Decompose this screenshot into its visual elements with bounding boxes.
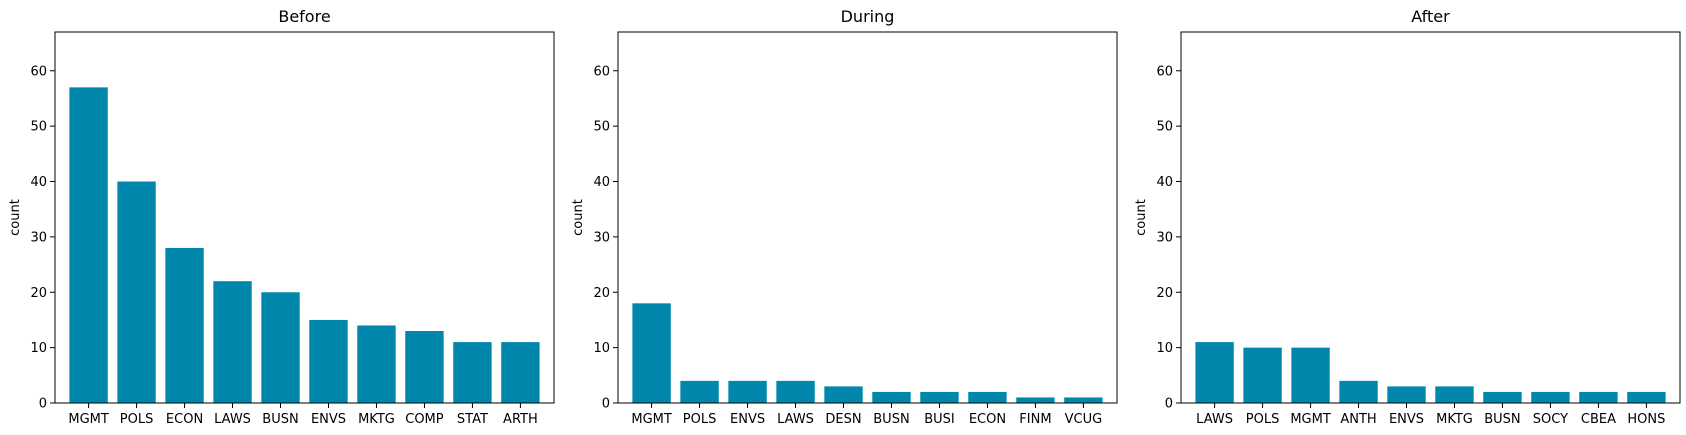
bar [357, 325, 396, 403]
y-tick-label: 50 [30, 120, 47, 135]
x-tick-label: LAWS [1196, 412, 1233, 427]
y-tick-label: 10 [1156, 341, 1173, 356]
x-tick-label: VCUG [1065, 412, 1103, 427]
bar [501, 342, 540, 403]
y-tick-label: 20 [1156, 286, 1173, 301]
y-tick-label: 0 [602, 397, 610, 412]
axes-frame [617, 31, 1118, 404]
x-tick-label: ENVS [1389, 412, 1424, 427]
chart-panel-2: During MGMT POLS ENVS LAWS DESN BUSN BUSI ECON FI… [571, 7, 1118, 427]
bar [1195, 342, 1234, 403]
axes-frame [1180, 31, 1681, 404]
y-tick-label: 30 [1156, 230, 1173, 245]
y-tick-label: 60 [30, 64, 47, 79]
bar [1291, 347, 1330, 403]
y-tick-label: 50 [1156, 120, 1173, 135]
bar [968, 391, 1007, 403]
bar [680, 380, 719, 403]
bar [1579, 391, 1618, 403]
bar [69, 87, 108, 404]
x-tick-label: POLS [683, 412, 717, 427]
x-tick-label: MGMT [631, 412, 672, 427]
y-tick-label: 40 [1156, 175, 1173, 190]
x-tick-label: MGMT [68, 412, 109, 427]
bar [453, 342, 492, 403]
bar [1483, 391, 1522, 403]
y-tick-label: 30 [593, 230, 610, 245]
y-tick-label: 0 [39, 397, 47, 412]
bar [1016, 397, 1055, 403]
x-tick-label: HONS [1627, 412, 1665, 427]
x-tick-label: ARTH [503, 412, 538, 427]
x-tick-label: FINM [1019, 412, 1051, 427]
bar [632, 303, 671, 403]
x-tick-label: LAWS [214, 412, 251, 427]
bar [824, 386, 863, 403]
x-tick-label: LAWS [777, 412, 814, 427]
x-tick-label: BUSI [924, 412, 955, 427]
bar [213, 281, 252, 403]
x-tick-label: MKTG [1436, 412, 1473, 427]
x-tick-label: ENVS [311, 412, 346, 427]
chart-title: After [1411, 7, 1450, 26]
chart-title: During [841, 7, 895, 26]
bar [117, 181, 156, 403]
y-tick-label: 40 [30, 175, 47, 190]
x-tick-label: POLS [120, 412, 154, 427]
bar [261, 292, 300, 403]
y-tick-label: 40 [593, 175, 610, 190]
y-axis-label: count [1134, 199, 1149, 236]
bar [1435, 386, 1474, 403]
x-tick-label: MKTG [358, 412, 395, 427]
bar [1627, 391, 1666, 403]
y-tick-label: 0 [1165, 397, 1173, 412]
bar [1387, 386, 1426, 403]
bar [776, 380, 815, 403]
x-tick-label: BUSN [1484, 412, 1520, 427]
x-tick-label: SOCY [1533, 412, 1568, 427]
y-tick-label: 20 [30, 286, 47, 301]
y-tick-label: 30 [30, 230, 47, 245]
y-tick-label: 50 [593, 120, 610, 135]
x-tick-label: ANTH [1340, 412, 1376, 427]
bar [1531, 391, 1570, 403]
chart-panel-1: Before MGMT POLS ECON LAWS BUSN ENVS MKTG COMP ST… [8, 7, 555, 427]
bar [1064, 397, 1103, 403]
chart-panel-3: After LAWS POLS MGMT ANTH ENVS MKTG BUSN SOCY CBE… [1134, 7, 1681, 427]
x-tick-label: POLS [1246, 412, 1280, 427]
y-tick-label: 60 [593, 64, 610, 79]
y-axis-label: count [571, 199, 586, 236]
bar [920, 391, 959, 403]
bar [872, 391, 911, 403]
bar [309, 319, 348, 403]
x-tick-label: CBEA [1581, 412, 1616, 427]
axes-frame [54, 31, 555, 404]
x-tick-label: ECON [166, 412, 203, 427]
x-tick-label: ECON [969, 412, 1006, 427]
y-tick-label: 60 [1156, 64, 1173, 79]
y-tick-label: 10 [593, 341, 610, 356]
x-tick-label: BUSN [873, 412, 909, 427]
bar [728, 380, 767, 403]
bar [405, 331, 444, 403]
x-tick-label: COMP [405, 412, 444, 427]
x-tick-label: DESN [825, 412, 861, 427]
bar [165, 247, 204, 403]
x-tick-label: BUSN [262, 412, 298, 427]
x-tick-label: STAT [457, 412, 488, 427]
x-tick-label: ENVS [730, 412, 765, 427]
chart-title: Before [278, 7, 330, 26]
bar [1339, 380, 1378, 403]
y-axis-label: count [8, 199, 23, 236]
x-tick-label: MGMT [1290, 412, 1331, 427]
bar [1243, 347, 1282, 403]
y-tick-label: 10 [30, 341, 47, 356]
y-tick-label: 20 [593, 286, 610, 301]
